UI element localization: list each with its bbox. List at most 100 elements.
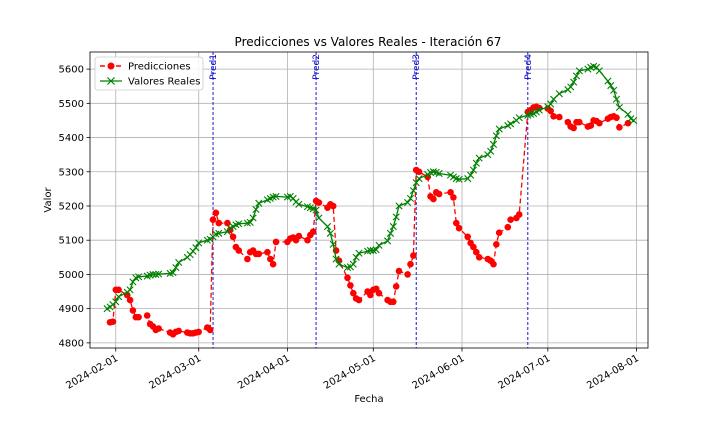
data-point bbox=[507, 120, 515, 128]
data-point bbox=[473, 248, 480, 256]
data-point bbox=[264, 248, 271, 256]
data-point bbox=[323, 222, 332, 231]
data-point bbox=[495, 125, 503, 133]
data-point bbox=[415, 175, 423, 183]
data-point bbox=[430, 195, 437, 203]
y-tick-label: 5200 bbox=[59, 201, 84, 212]
data-point bbox=[295, 200, 303, 208]
y-tick-label: 5100 bbox=[59, 236, 84, 247]
plot-frame bbox=[89, 51, 649, 349]
data-point bbox=[493, 241, 500, 248]
data-point bbox=[567, 83, 575, 91]
data-point bbox=[412, 179, 420, 187]
data-point bbox=[395, 267, 403, 275]
data-point bbox=[469, 166, 478, 174]
data-point bbox=[135, 313, 142, 321]
data-point bbox=[149, 270, 157, 279]
data-point bbox=[267, 255, 274, 263]
data-point bbox=[507, 216, 514, 223]
data-point bbox=[143, 312, 151, 319]
legend-pred-label: Predicciones bbox=[128, 62, 191, 73]
prediction-boundary-label: Pred1 bbox=[209, 54, 219, 80]
data-point bbox=[407, 260, 414, 268]
data-point bbox=[404, 271, 411, 278]
data-point bbox=[612, 95, 621, 103]
legend-box bbox=[94, 56, 204, 91]
data-point bbox=[466, 171, 475, 179]
x-tick-label: 2024-06-01 bbox=[411, 353, 467, 392]
data-point bbox=[352, 253, 360, 261]
data-point bbox=[607, 81, 615, 90]
series-layer bbox=[103, 62, 638, 338]
y-tick-label: 5400 bbox=[59, 133, 84, 144]
data-point bbox=[215, 219, 223, 227]
x-tick-label: 2024-05-01 bbox=[322, 353, 378, 392]
data-point bbox=[195, 239, 203, 247]
x-tick-label: 2024-03-01 bbox=[147, 353, 203, 392]
data-point bbox=[624, 119, 632, 127]
data-point bbox=[596, 119, 603, 127]
y-tick-label: 5600 bbox=[59, 65, 84, 76]
data-point bbox=[295, 232, 303, 240]
legend-real-label: Valores Reales bbox=[128, 77, 200, 88]
data-point bbox=[312, 206, 320, 214]
data-point bbox=[386, 229, 395, 237]
data-point bbox=[472, 159, 480, 167]
data-point bbox=[224, 219, 231, 227]
prediction-boundary-label: Pred3 bbox=[412, 54, 422, 80]
data-point bbox=[410, 252, 417, 259]
data-point bbox=[349, 260, 357, 268]
data-point bbox=[450, 194, 457, 201]
data-point bbox=[624, 110, 632, 118]
data-point bbox=[575, 67, 583, 75]
x-tick-label: 2024-08-01 bbox=[585, 353, 641, 392]
data-point bbox=[255, 250, 263, 258]
data-point bbox=[206, 326, 214, 334]
data-point bbox=[249, 214, 257, 222]
data-point bbox=[492, 132, 500, 140]
x-tick-label: 2024-04-01 bbox=[236, 353, 292, 392]
data-point bbox=[175, 258, 183, 267]
data-point bbox=[355, 249, 363, 257]
data-point bbox=[244, 255, 251, 263]
data-point bbox=[549, 95, 558, 103]
data-point bbox=[169, 269, 177, 277]
y-tick-label: 4800 bbox=[59, 338, 84, 349]
data-point bbox=[252, 205, 260, 213]
data-point bbox=[556, 113, 563, 121]
data-point bbox=[455, 224, 463, 232]
data-point bbox=[332, 255, 340, 263]
x-tick-label: 2024-07-01 bbox=[497, 353, 553, 392]
data-point bbox=[215, 229, 223, 237]
data-point bbox=[112, 298, 120, 306]
data-point bbox=[350, 289, 357, 297]
data-point bbox=[155, 270, 163, 278]
data-point bbox=[490, 260, 497, 268]
data-point bbox=[126, 286, 134, 294]
data-point bbox=[347, 282, 354, 289]
data-point bbox=[109, 318, 117, 326]
data-point bbox=[235, 247, 243, 254]
data-point bbox=[435, 169, 443, 178]
data-point bbox=[550, 113, 557, 120]
data-point bbox=[395, 202, 403, 210]
data-point bbox=[392, 283, 400, 290]
data-point bbox=[615, 103, 623, 112]
data-point bbox=[155, 325, 162, 332]
data-point bbox=[404, 198, 412, 207]
data-point bbox=[447, 189, 454, 196]
x-axis: 2024-02-01 2024-03-01 2024-04-01 2024-05-01… bbox=[64, 348, 641, 392]
data-point bbox=[453, 219, 460, 227]
data-point bbox=[570, 78, 578, 86]
data-point bbox=[329, 202, 337, 210]
y-tick-label: 4900 bbox=[59, 304, 84, 315]
data-point bbox=[384, 237, 392, 245]
series-predicciones bbox=[106, 103, 632, 338]
data-point bbox=[515, 114, 523, 122]
data-point bbox=[547, 107, 554, 115]
data-point bbox=[587, 122, 595, 129]
data-point bbox=[366, 246, 375, 255]
data-point bbox=[269, 260, 277, 268]
prediction-boundary-label: Pred4 bbox=[524, 54, 534, 80]
